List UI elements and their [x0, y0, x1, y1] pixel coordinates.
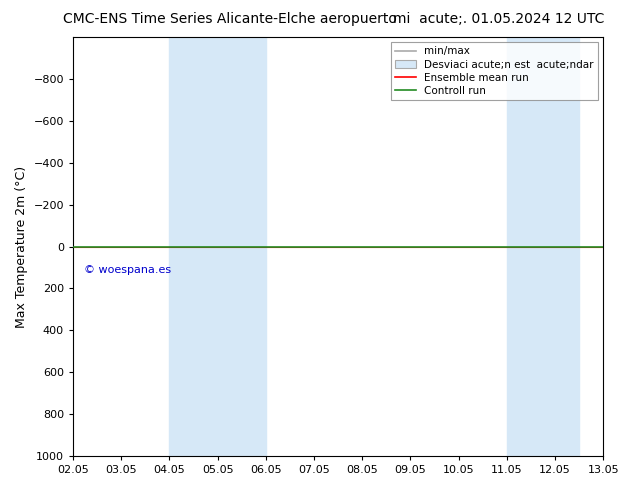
Bar — [169, 37, 266, 456]
Bar — [507, 37, 579, 456]
Legend: min/max, Desviaci acute;n est  acute;ndar, Ensemble mean run, Controll run: min/max, Desviaci acute;n est acute;ndar… — [391, 42, 598, 100]
Text: mi  acute;. 01.05.2024 12 UTC: mi acute;. 01.05.2024 12 UTC — [393, 12, 604, 26]
Y-axis label: Max Temperature 2m (°C): Max Temperature 2m (°C) — [15, 166, 28, 328]
Text: © woespana.es: © woespana.es — [84, 266, 171, 275]
Text: CMC-ENS Time Series Alicante-Elche aeropuerto: CMC-ENS Time Series Alicante-Elche aerop… — [63, 12, 398, 26]
